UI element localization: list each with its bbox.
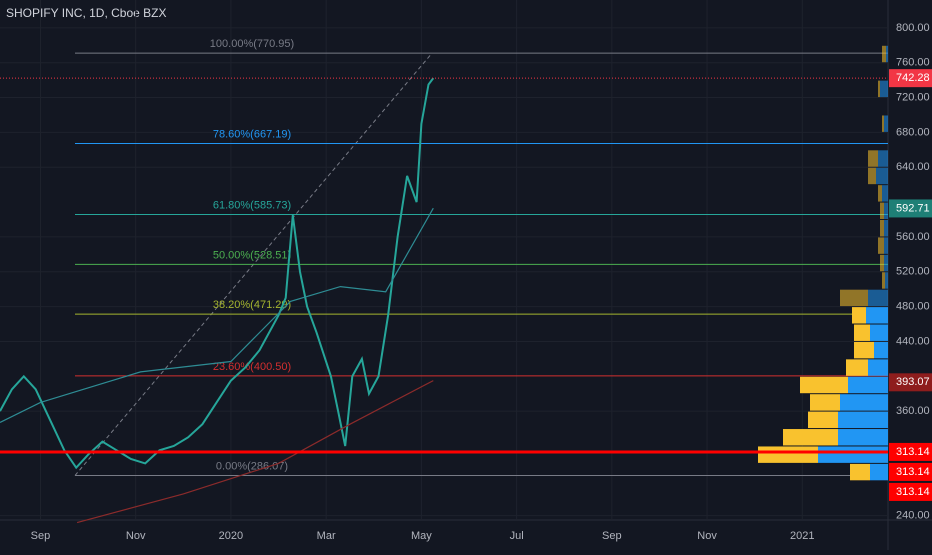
x-tick-label: Sep [31,530,51,542]
fib-label: 0.00%(286.07) [216,460,288,472]
volume-down [882,115,884,132]
x-tick-label: Mar [317,530,336,542]
y-tick-label: 480.00 [896,301,930,313]
volume-up [884,219,888,237]
y-tick-label: 680.00 [896,126,930,138]
volume-down [810,394,840,411]
fib-label: 38.20%(471.29) [213,299,291,311]
volume-up [884,202,888,219]
moving-average [76,380,434,524]
y-tick-label: 440.00 [896,335,930,347]
volume-down [854,341,874,359]
y-tick-label: 800.00 [896,22,930,34]
volume-down [880,254,884,272]
x-tick-label: May [411,530,432,542]
volume-down [846,359,868,376]
volume-up [870,463,888,481]
volume-down [878,237,884,254]
price-tag-label: 313.14 [896,486,930,498]
volume-up [885,272,888,289]
volume-down [868,167,876,185]
fib-label: 78.60%(667.19) [213,128,291,140]
volume-up [886,45,888,63]
y-tick-label: 520.00 [896,266,930,278]
volume-up [884,237,888,254]
y-tick-label: 640.00 [896,161,930,173]
price-tag [889,462,932,481]
volume-down [868,150,878,167]
fib-label: 61.80%(585.73) [213,199,291,211]
fib-label: 50.00%(528.51) [213,249,291,261]
volume-up [840,394,888,411]
volume-down [882,45,886,63]
y-tick-label: 720.00 [896,91,930,103]
volume-down [808,411,838,429]
volume-down [880,202,884,219]
x-tick-label: Jul [510,530,524,542]
price-tag-label: 742.28 [896,72,930,84]
volume-down [852,307,866,324]
volume-up [838,429,888,446]
price-tag [889,482,932,501]
fib-label: 100.00%(770.95) [210,38,294,50]
volume-up [876,167,888,185]
x-tick-label: 2021 [790,530,814,542]
price-tag [889,69,932,88]
chart-title: SHOPIFY INC, 1D, Cboe BZX [6,6,167,20]
price-tag [889,442,932,461]
x-tick-label: 2020 [219,530,243,542]
x-tick-label: Nov [126,530,146,542]
volume-up [868,289,888,307]
volume-down [878,185,882,202]
y-tick-label: 360.00 [896,405,930,417]
volume-down [878,80,880,98]
price-tag [889,199,932,218]
volume-up [884,254,888,272]
price-tag-label: 313.14 [896,446,930,458]
volume-down [783,429,838,446]
y-tick-label: 560.00 [896,231,930,243]
price-tag-label: 592.71 [896,202,930,214]
volume-up [868,359,888,376]
fib-label: 23.60%(400.50) [213,361,291,373]
y-tick-label: 760.00 [896,57,930,69]
volume-down [854,324,870,341]
volume-up [848,376,888,394]
volume-up [838,411,888,429]
volume-down [800,376,848,394]
price-line [0,77,435,470]
volume-up [878,150,888,167]
volume-up [882,185,888,202]
volume-down [758,446,818,463]
volume-up [884,115,888,132]
y-tick-label: 240.00 [896,510,930,522]
volume-up [874,341,888,359]
volume-up [866,307,888,324]
price-tag-label: 313.14 [896,466,930,478]
volume-down [880,219,884,237]
x-tick-label: Nov [697,530,717,542]
volume-down [882,272,885,289]
volume-down [850,463,870,481]
price-tag [889,373,932,392]
volume-up [818,446,888,463]
price-tag-label: 393.07 [896,376,930,388]
volume-up [870,324,888,341]
volume-down [840,289,868,307]
volume-up [880,80,888,98]
moving-average [0,207,434,423]
x-tick-label: Sep [602,530,622,542]
